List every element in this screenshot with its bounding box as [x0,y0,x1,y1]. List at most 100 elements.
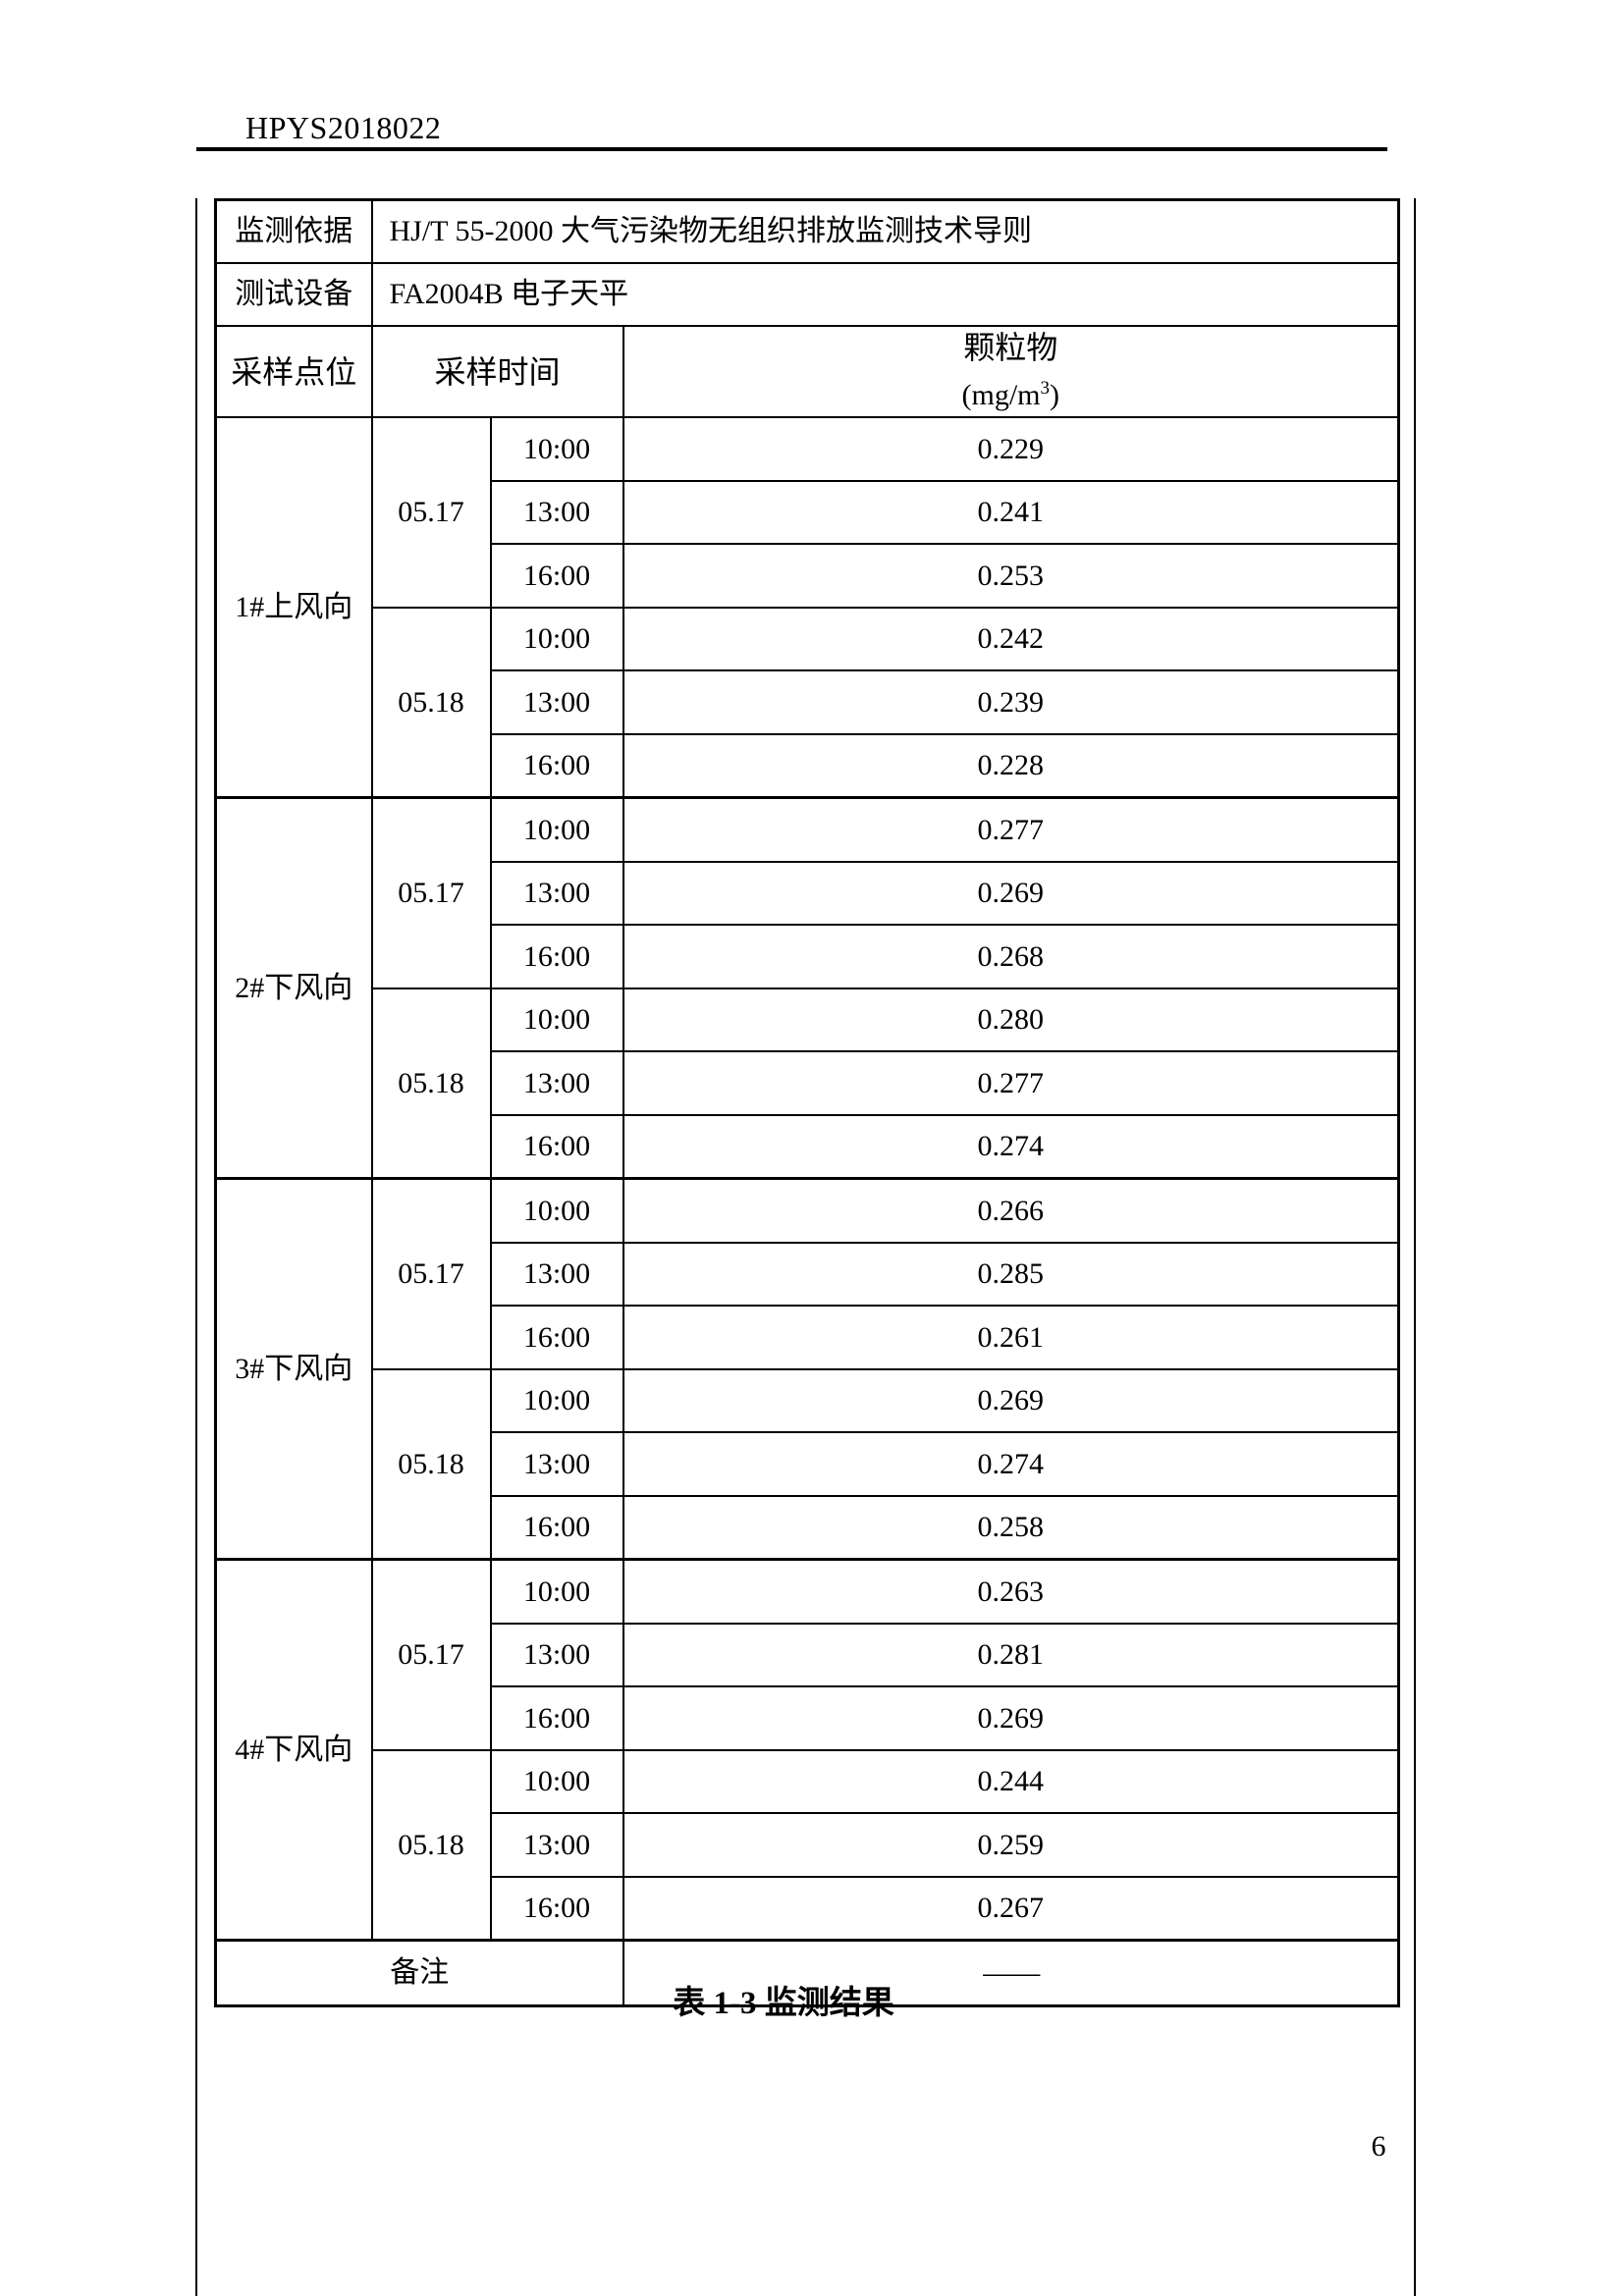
data-row: 16:00 0.258 [216,1494,1400,1561]
report-code: HPYS2018022 [245,110,442,145]
data-row: 13:00 0.285 [216,1241,1400,1307]
column-header-row: 采样点位 采样时间 颗粒物 (mg/m3) [214,325,1400,418]
sampling-time-cell: 13:00 [489,1431,624,1497]
particulate-value-cell: 0.274 [622,1113,1400,1180]
particulate-value-cell: 0.258 [622,1494,1400,1561]
particulate-value-cell: 0.269 [622,1367,1400,1433]
sampling-time-cell: 16:00 [489,1113,624,1180]
sampling-point-cell: 2#下风向 [214,796,373,1180]
data-row: 05.18 10:00 0.244 [216,1748,1400,1942]
particulate-value-cell: 0.269 [622,860,1400,926]
data-row: 05.18 10:00 0.242 [216,606,1400,799]
sampling-time-cell: 13:00 [489,669,624,735]
particulate-value-cell: 0.266 [622,1177,1400,1244]
data-row: 13:00 0.274 [216,1431,1400,1497]
sampling-time-cell: 10:00 [489,1748,624,1814]
particulate-value-cell: 0.277 [622,796,1400,863]
sampling-time-cell: 16:00 [489,1685,624,1751]
column-header-point: 采样点位 [214,325,373,418]
particulate-value-cell: 0.268 [622,924,1400,989]
sampling-date-cell: 05.17 [370,1558,492,1751]
table-caption: 表 1-3 监测结果 [673,1986,894,2021]
particulate-value-cell: 0.281 [622,1622,1400,1687]
sampling-point-cell: 1#上风向 [214,416,373,799]
sampling-time-cell: 16:00 [489,1875,624,1942]
sampling-time-cell: 13:00 [489,1812,624,1878]
sampling-point-cell: 4#下风向 [214,1558,373,1942]
data-row: 4#下风向 05.17 10:00 0.263 [214,1558,1400,1942]
sampling-time-cell: 16:00 [489,543,624,609]
sampling-date-cell: 05.18 [370,606,492,799]
sampling-date-cell: 05.18 [370,1748,492,1942]
page-frame-left [195,198,197,2296]
column-header-time: 采样时间 [370,325,624,418]
sampling-time-cell: 13:00 [489,1622,624,1687]
data-row: 16:00 0.267 [216,1875,1400,1942]
particulate-value-cell: 0.269 [622,1685,1400,1751]
sampling-date-cell: 05.18 [370,1367,492,1561]
monitoring-basis-row: 监测依据 HJ/T 55-2000 大气污染物无组织排放监测技术导则 [214,198,1400,264]
sampling-date-cell: 05.18 [370,987,492,1180]
pollutant-name: 颗粒物 [963,330,1058,365]
data-row: 13:00 0.269 [216,860,1400,926]
particulate-value-cell: 0.244 [622,1748,1400,1814]
data-row: 05.18 10:00 0.269 [216,1367,1400,1561]
sampling-time-cell: 10:00 [489,987,624,1052]
particulate-value-cell: 0.239 [622,669,1400,735]
data-row: 16:00 0.253 [216,543,1400,609]
sampling-time-cell: 10:00 [489,606,624,671]
header-rule [196,147,1387,151]
monitoring-basis-label: 监测依据 [214,198,373,264]
sampling-time-cell: 13:00 [489,1050,624,1116]
monitoring-basis-value: HJ/T 55-2000 大气污染物无组织排放监测技术导则 [370,198,1400,264]
particulate-value-cell: 0.277 [622,1050,1400,1116]
table-remark-section: 备注 —— [214,1939,1400,2007]
monitoring-results-table: 监测依据 HJ/T 55-2000 大气污染物无组织排放监测技术导则 测试设备 … [214,198,1401,2007]
remark-value: —— [622,1939,1400,2007]
remark-row: 备注 —— [214,1939,1400,2007]
sampling-time-cell: 16:00 [489,924,624,989]
particulate-value-cell: 0.261 [622,1305,1400,1370]
data-row: 1#上风向 05.17 10:00 0.229 [214,416,1400,799]
sampling-time-cell: 10:00 [489,1558,624,1625]
data-row: 13:00 0.259 [216,1812,1400,1878]
data-row: 05.18 10:00 0.280 [216,987,1400,1180]
data-row: 13:00 0.239 [216,669,1400,735]
table-data-section: 1#上风向 05.17 10:00 0.229 13:00 0.241 16:00 0.253… [214,416,1400,1942]
data-row: 16:00 0.268 [216,924,1400,989]
particulate-value-cell: 0.263 [622,1558,1400,1625]
sampling-time-cell: 16:00 [489,1305,624,1370]
sampling-time-cell: 13:00 [489,479,624,545]
particulate-value-cell: 0.228 [622,732,1400,799]
data-row: 16:00 0.261 [216,1305,1400,1370]
particulate-value-cell: 0.267 [622,1875,1400,1942]
particulate-value-cell: 0.274 [622,1431,1400,1497]
sampling-date-cell: 05.17 [370,416,492,609]
test-equipment-row: 测试设备 FA2004B 电子天平 [214,262,1400,327]
sampling-date-cell: 05.17 [370,796,492,989]
column-header-pollutant: 颗粒物 (mg/m3) [622,325,1400,418]
sampling-time-cell: 10:00 [489,416,624,482]
particulate-value-cell: 0.242 [622,606,1400,671]
sampling-time-cell: 10:00 [489,796,624,863]
sampling-time-cell: 13:00 [489,860,624,926]
sampling-time-cell: 13:00 [489,1241,624,1307]
remark-label: 备注 [214,1939,624,2007]
data-row: 16:00 0.228 [216,732,1400,799]
sampling-time-cell: 10:00 [489,1177,624,1244]
table-head-section: 监测依据 HJ/T 55-2000 大气污染物无组织排放监测技术导则 测试设备 … [214,198,1400,418]
particulate-value-cell: 0.253 [622,543,1400,609]
page-number: 6 [1371,2130,1386,2163]
data-row: 2#下风向 05.17 10:00 0.277 [214,796,1400,1180]
pollutant-unit: (mg/m3) [961,378,1060,411]
data-row: 16:00 0.269 [216,1685,1400,1751]
page-frame-right [1414,198,1416,2296]
sampling-time-cell: 10:00 [489,1367,624,1433]
data-row: 13:00 0.281 [216,1622,1400,1687]
data-row: 3#下风向 05.17 10:00 0.266 [214,1177,1400,1561]
data-row: 16:00 0.274 [216,1113,1400,1180]
test-equipment-value: FA2004B 电子天平 [370,262,1400,327]
data-row: 13:00 0.241 [216,479,1400,545]
particulate-value-cell: 0.229 [622,416,1400,482]
